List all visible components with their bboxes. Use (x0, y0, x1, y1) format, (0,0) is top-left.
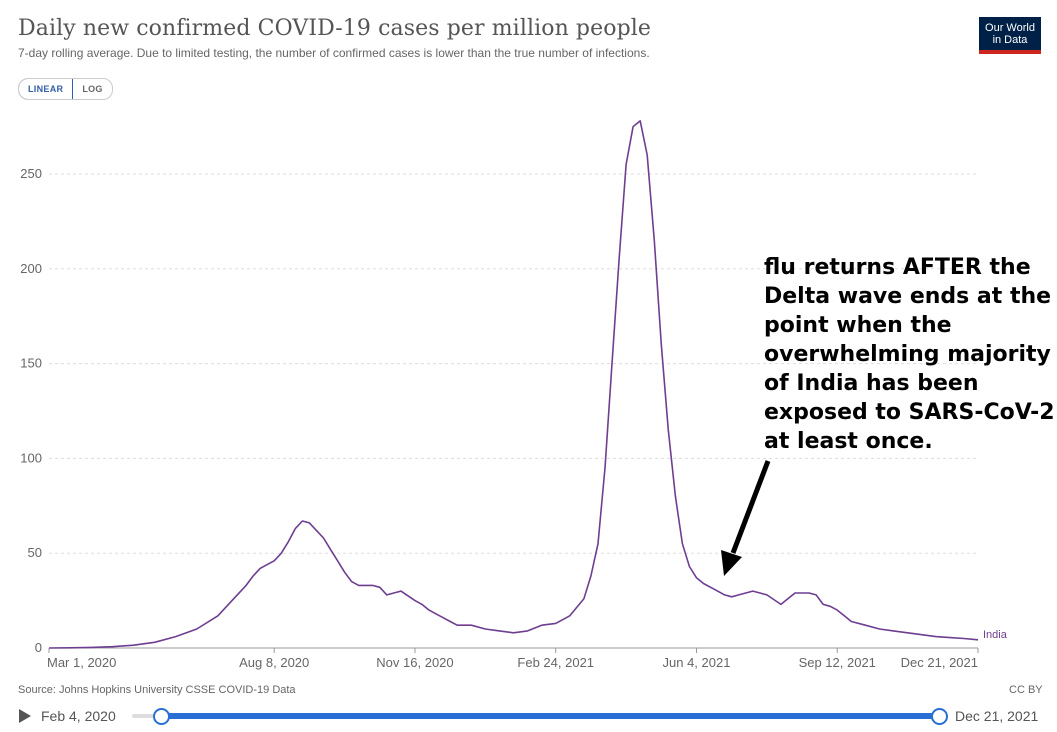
source-note[interactable]: Source: Johns Hopkins University CSSE CO… (18, 684, 296, 696)
timeline-end-date: Dec 21, 2021 (955, 708, 1039, 724)
license-badge[interactable]: CC BY (1009, 684, 1043, 696)
owid-logo[interactable]: Our World in Data (979, 17, 1041, 54)
chart-title: Daily new confirmed COVID-19 cases per m… (18, 16, 652, 41)
y-tick-label: 150 (20, 356, 42, 371)
x-axis-ticks: Mar 1, 2020 Aug 8, 2020 Nov 16, 2020 Feb 24… (47, 648, 979, 670)
x-tick-label: Sep 12, 2021 (799, 655, 876, 670)
x-tick-label: Feb 24, 2021 (517, 655, 594, 670)
x-tick-label: Aug 8, 2020 (239, 655, 309, 670)
y-tick-label: 100 (20, 450, 42, 465)
x-tick-label: Dec 21, 2021 (901, 655, 978, 670)
log-scale-button[interactable]: LOG (82, 84, 103, 94)
play-icon[interactable] (19, 709, 31, 723)
chart-subtitle: 7-day rolling average. Due to limited te… (18, 46, 650, 60)
annotation-arrow (721, 460, 771, 576)
x-tick-label: Jun 4, 2021 (663, 655, 731, 670)
line-chart: 0 50 100 150 200 250 Mar 1, 2020 Aug 8, 2020 No… (20, 120, 1008, 670)
grid-lines (49, 173, 978, 649)
logo-line-2: in Data (992, 34, 1028, 46)
annotation-text: flu returns AFTER the Delta wave ends at… (764, 255, 1055, 454)
y-tick-label: 200 (20, 261, 42, 276)
timeline-start-date: Feb 4, 2020 (41, 708, 116, 724)
series-line-india[interactable] (48, 120, 979, 649)
x-tick-label: Mar 1, 2020 (47, 655, 116, 670)
y-tick-label: 50 (28, 545, 42, 560)
timeline-start-handle[interactable] (153, 708, 170, 725)
timeline-selected-range (162, 713, 940, 719)
scale-toggle: LINEAR LOG (18, 78, 113, 100)
timeline: Feb 4, 2020 Dec 21, 2021 (0, 703, 1057, 729)
timeline-end-handle[interactable] (931, 708, 948, 725)
y-tick-label: 250 (20, 166, 42, 181)
series-label-india: India (983, 629, 1008, 641)
y-tick-label: 0 (35, 640, 42, 655)
logo-line-1: Our World (985, 22, 1035, 34)
x-tick-label: Nov 16, 2020 (376, 655, 453, 670)
y-axis-ticks: 0 50 100 150 200 250 (20, 166, 42, 655)
linear-scale-button[interactable]: LINEAR (18, 79, 74, 99)
